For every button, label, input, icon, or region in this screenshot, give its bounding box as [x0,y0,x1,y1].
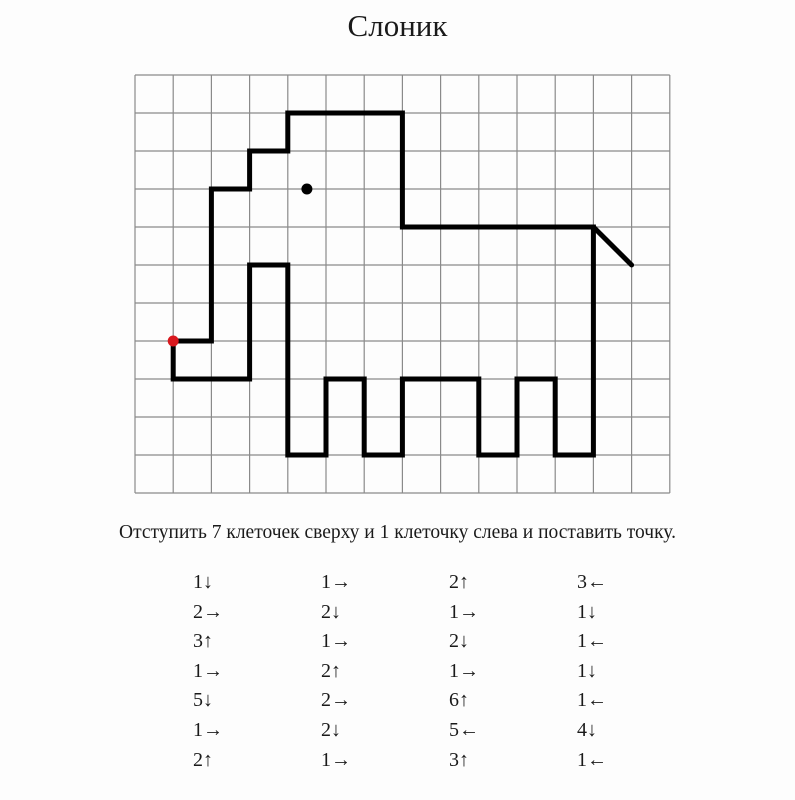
step: 5↓ [193,689,213,712]
step: 4↓ [577,718,597,741]
step: 1→ [193,659,223,682]
step: 1↓ [193,571,213,593]
step: 2↓ [321,600,341,623]
steps-column-4: 3← 1↓ 1← 1↓ 1← 4↓ 1← [577,568,607,775]
step: 2→ [193,600,223,623]
step: 1← [577,748,607,771]
step: 2→ [321,689,351,712]
step: 1→ [321,630,351,653]
step: 1→ [321,748,351,771]
step: 3↑ [193,630,213,653]
step: 1← [577,689,607,712]
steps-column-3: 2↑ 1→ 2↓ 1→ 6↑ 5← 3↑ [449,568,479,775]
instruction-text: Отступить 7 клеточек сверху и 1 клеточку… [119,522,676,543]
elephant-tail [590,224,635,268]
step: 2↑ [449,571,469,593]
elephant-outline [170,110,596,458]
step: 5← [449,718,479,741]
step: 1← [577,630,607,653]
step: 3↑ [449,748,469,771]
elephant-eye [301,183,313,195]
drawing-grid [134,74,671,494]
step: 2↑ [321,659,341,682]
step: 3← [577,571,607,593]
step: 1↓ [577,600,597,623]
step: 1↓ [577,659,597,682]
page-title: Слоник [347,8,448,43]
step: 1→ [321,571,351,593]
step: 2↑ [193,748,213,771]
steps-column-1: 1↓ 2→ 3↑ 1→ 5↓ 1→ 2↑ [193,568,223,775]
step: 6↑ [449,689,469,712]
steps-column-2: 1→ 2↓ 1→ 2↑ 2→ 2↓ 1→ [321,568,351,775]
step: 2↓ [321,718,341,741]
step: 1→ [193,718,223,741]
step: 2↓ [449,630,469,653]
start-dot [167,335,179,347]
step: 1→ [449,659,479,682]
step: 1→ [449,600,479,623]
